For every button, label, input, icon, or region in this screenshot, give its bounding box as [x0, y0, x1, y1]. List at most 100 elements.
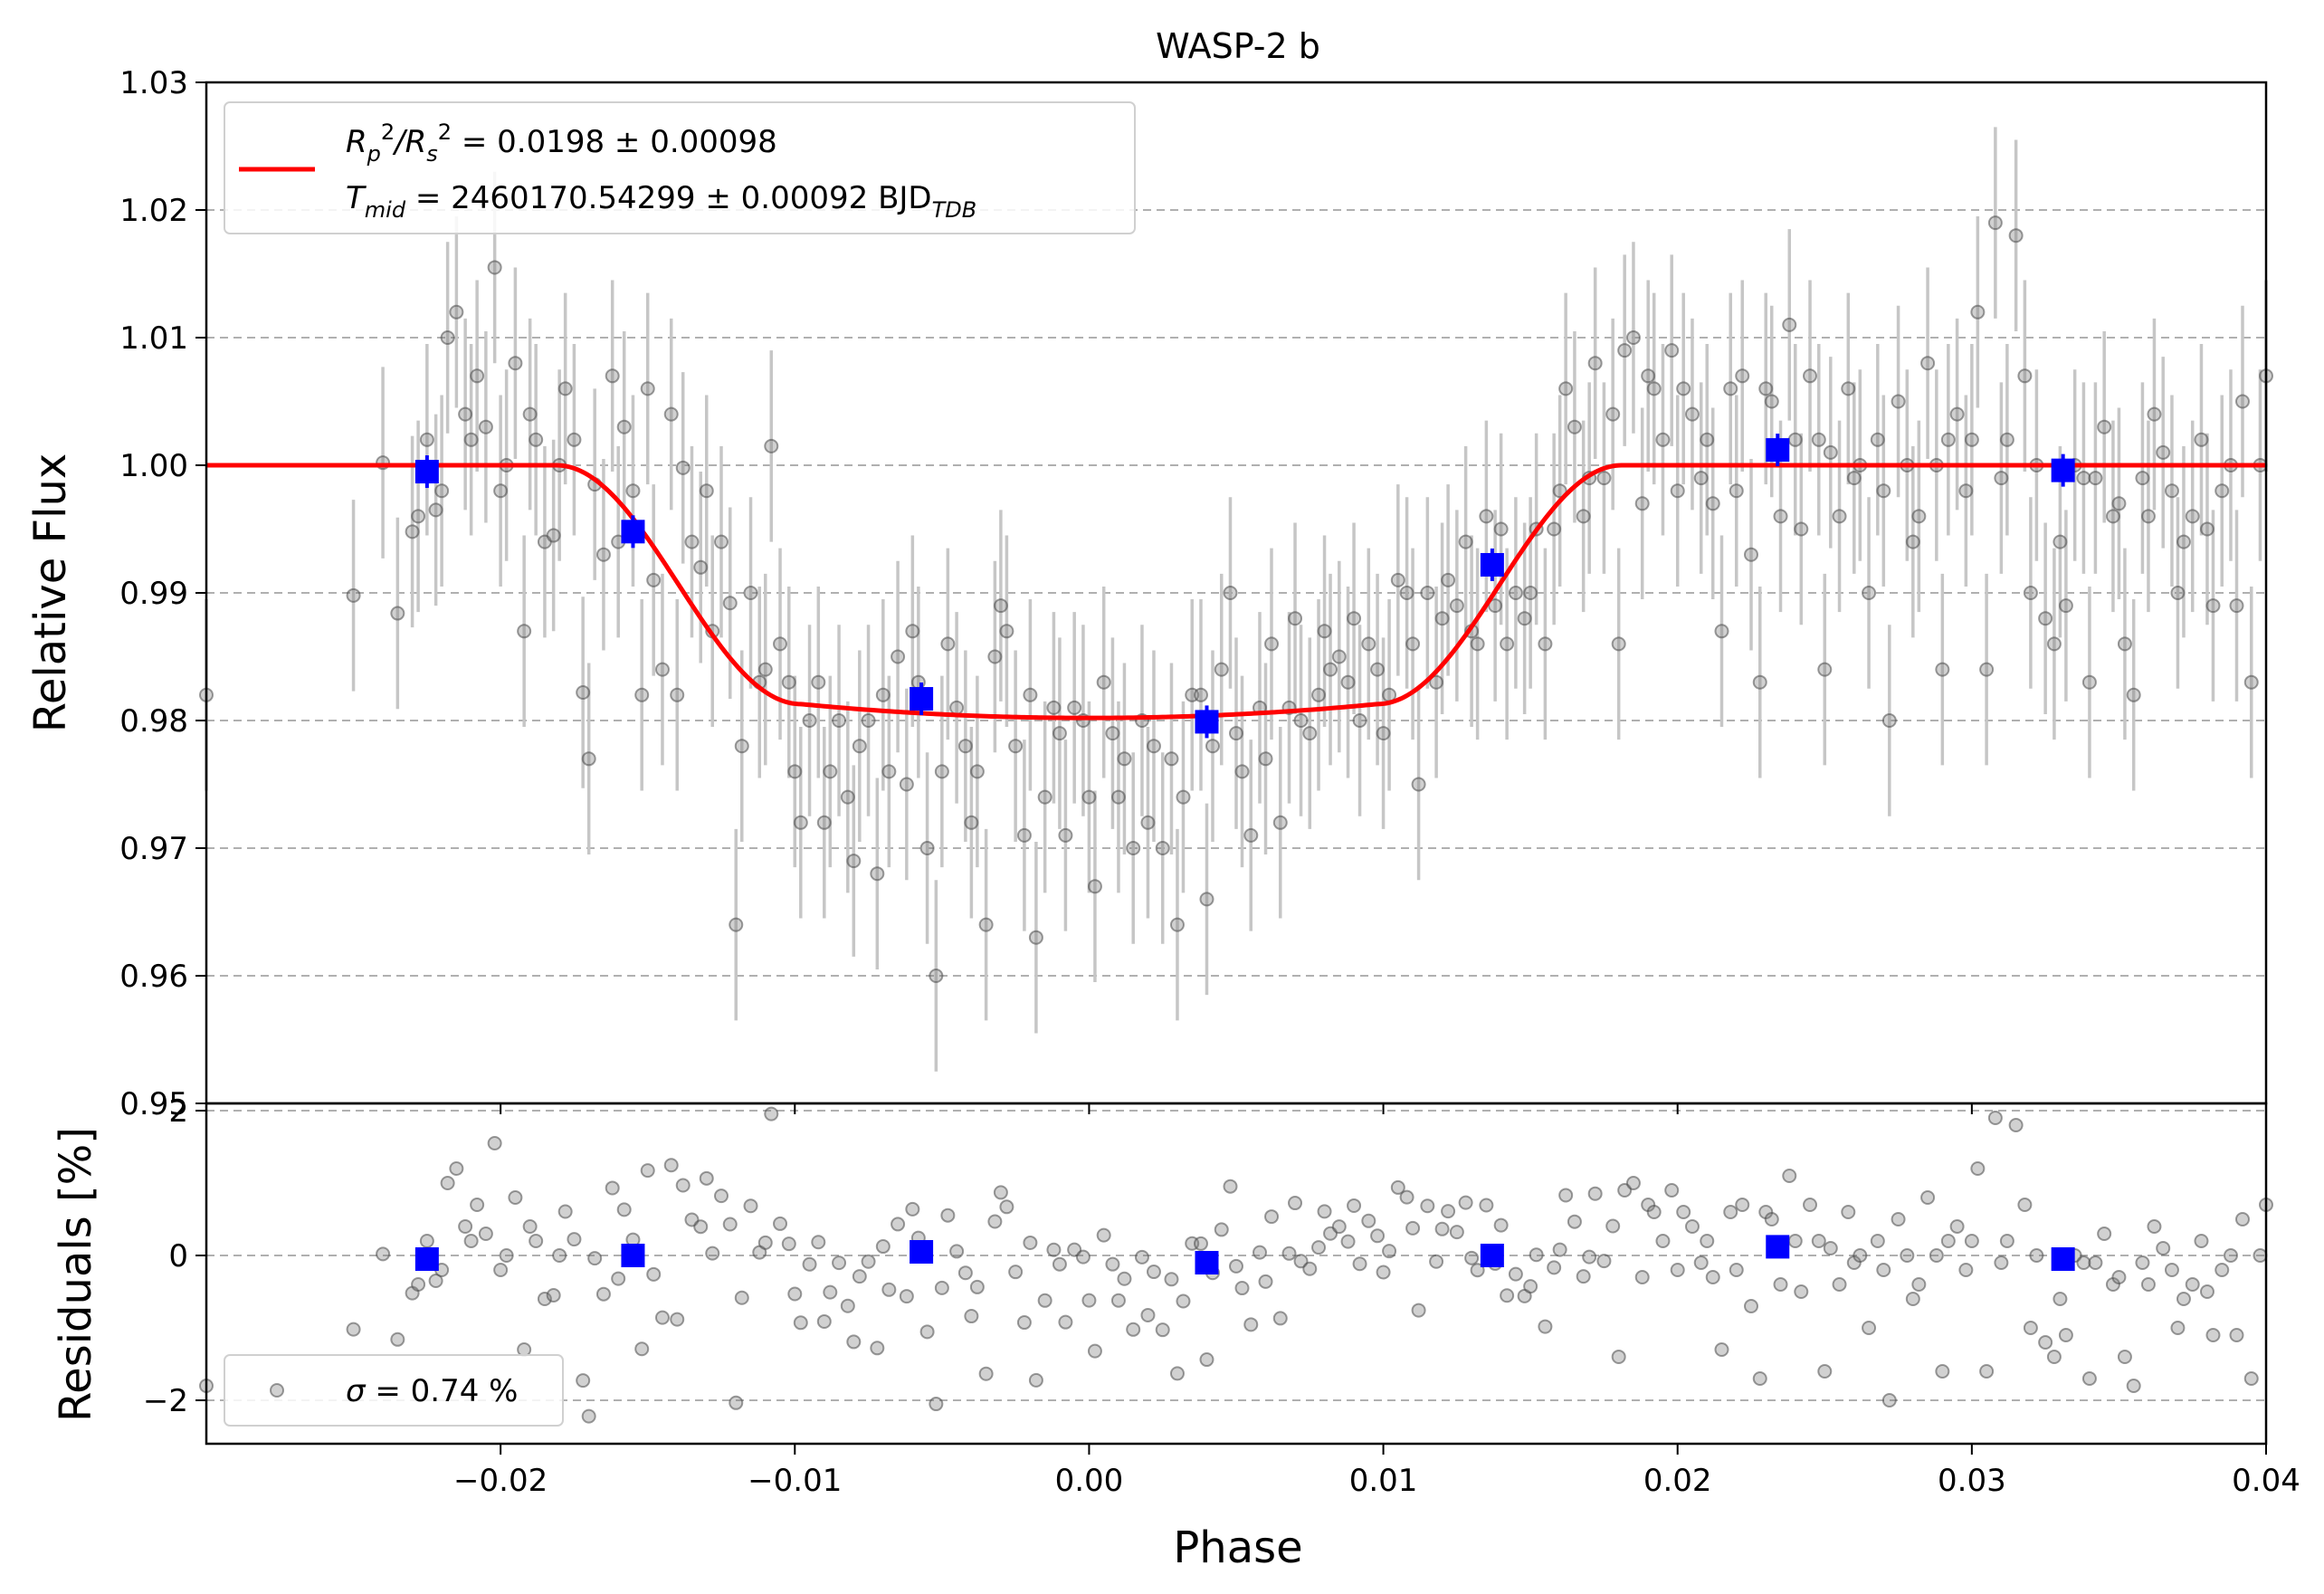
binned-residual: [2051, 1247, 2075, 1271]
residual-point: [663, 1158, 679, 1173]
observed-point: [1811, 432, 1826, 447]
residual-point: [458, 1219, 473, 1234]
observed-point: [2234, 394, 2250, 409]
observed-point: [2199, 521, 2214, 537]
residual-point: [499, 1248, 514, 1263]
residual-point: [940, 1207, 956, 1223]
observed-point: [1479, 509, 1494, 524]
residual-point: [1223, 1179, 1238, 1194]
residual-point: [654, 1310, 670, 1325]
observed-point: [2038, 611, 2053, 626]
residual-point: [376, 1246, 391, 1262]
residual-y-ticks: −2 0 2: [143, 1093, 206, 1419]
residual-point: [1390, 1179, 1405, 1195]
residual-point: [1529, 1247, 1544, 1263]
observed-point: [1538, 636, 1553, 652]
observed-point: [802, 713, 817, 728]
residual-point: [576, 1373, 591, 1389]
light-curve-panel: 0.95 0.96 0.97 0.98 0.99 1.00 1.01 1.02 1.03 Rel…: [25, 65, 2273, 1122]
observed-point: [1744, 547, 1758, 562]
residual-point: [1823, 1241, 1838, 1255]
binned-points: [414, 434, 2075, 739]
residual-point: [2147, 1219, 2162, 1234]
residual-point: [1508, 1266, 1523, 1282]
binned-point: [1480, 552, 1504, 577]
residual-point: [1646, 1205, 1662, 1219]
observed-point: [1517, 611, 1532, 626]
observed-point: [1773, 509, 1788, 524]
flux-tick-label: 1.00: [119, 448, 188, 484]
observed-point: [1735, 368, 1750, 384]
observed-point: [1987, 215, 2003, 231]
binned-residual: [910, 1240, 934, 1264]
observed-point: [670, 687, 685, 702]
binned-residuals: [414, 1235, 2075, 1274]
residual-point: [793, 1315, 808, 1331]
observed-point: [1794, 521, 1809, 537]
residual-point: [2058, 1328, 2073, 1342]
residual-point: [1117, 1271, 1132, 1286]
observed-point: [861, 713, 876, 728]
observed-point: [764, 438, 779, 453]
observed-point: [2046, 636, 2062, 652]
residual-point: [1302, 1261, 1318, 1276]
observed-point: [2126, 687, 2141, 702]
observed-point: [1964, 432, 1979, 447]
observed-point: [1441, 572, 1456, 587]
residual-point: [802, 1256, 817, 1272]
residual-point: [1352, 1256, 1367, 1272]
residual-point: [508, 1190, 523, 1205]
residual-point: [2097, 1227, 2112, 1241]
observed-point: [1881, 713, 1897, 728]
observed-point: [1493, 521, 1509, 537]
residual-point: [1155, 1322, 1170, 1338]
observed-point: [1999, 432, 2014, 447]
observed-point: [2140, 509, 2156, 524]
observed-point: [1729, 483, 1744, 499]
residual-point: [2053, 1292, 2068, 1306]
residual-point: [1272, 1311, 1288, 1326]
residual-point: [1176, 1293, 1191, 1309]
residual-point: [1876, 1263, 1891, 1277]
observed-point: [1243, 827, 1259, 843]
residual-point: [1964, 1234, 1979, 1248]
residual-point: [2008, 1118, 2024, 1132]
residual-point: [449, 1161, 464, 1176]
observed-point: [1625, 330, 1641, 345]
observed-point: [1302, 726, 1318, 741]
residual-point: [1016, 1315, 1032, 1331]
residual-point: [811, 1235, 826, 1250]
residual-point: [1705, 1270, 1720, 1284]
flux-tick-label: 0.98: [119, 703, 188, 740]
phase-tick-label: 0.02: [1643, 1463, 1712, 1499]
residual-point: [2170, 1321, 2186, 1335]
observed-point: [964, 815, 979, 830]
residual-point: [670, 1312, 685, 1327]
residual-point: [522, 1219, 538, 1234]
observed-point: [640, 381, 655, 396]
residual-point: [1811, 1234, 1826, 1248]
flux-tick-label: 1.02: [119, 193, 188, 229]
residual-point: [861, 1254, 876, 1269]
observed-point: [1470, 636, 1485, 652]
observed-point: [840, 789, 855, 805]
observed-point: [2081, 674, 2097, 690]
observed-point: [546, 528, 561, 543]
residual-point: [2199, 1284, 2214, 1299]
observed-point: [1646, 381, 1662, 396]
residual-point: [2205, 1328, 2221, 1342]
residual-point: [1252, 1245, 1268, 1260]
observed-point: [693, 559, 709, 575]
residual-point: [1552, 1242, 1567, 1257]
residual-point: [2017, 1198, 2033, 1212]
observed-point: [1229, 726, 1243, 741]
residual-point: [852, 1269, 867, 1284]
observed-point: [1596, 471, 1612, 486]
observed-point: [934, 764, 949, 779]
residual-point: [1199, 1352, 1214, 1368]
residual-point: [1891, 1212, 1906, 1227]
phase-tick-label: 0.04: [2232, 1463, 2300, 1499]
binned-point: [1195, 710, 1219, 734]
observed-point: [1264, 636, 1280, 652]
residual-point: [1411, 1303, 1426, 1318]
